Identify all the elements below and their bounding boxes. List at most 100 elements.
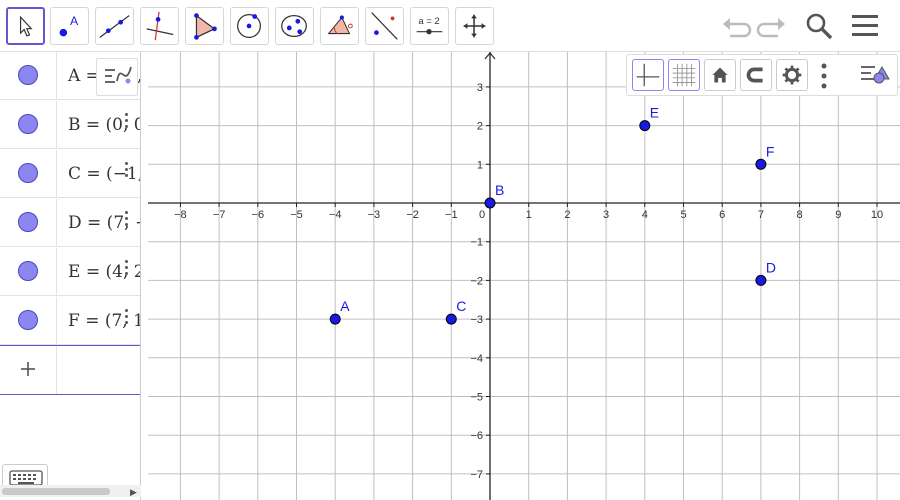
scrollbar-thumb[interactable] bbox=[2, 488, 110, 495]
y-tick-label: −5 bbox=[470, 392, 483, 404]
more-options-icon[interactable] bbox=[124, 113, 130, 133]
x-tick-label: −6 bbox=[252, 209, 265, 221]
graphics-style-bar bbox=[626, 54, 898, 96]
y-tick-label: 1 bbox=[477, 159, 483, 171]
slider-icon: a = 2 bbox=[416, 16, 443, 35]
perpendicular-tool-button[interactable] bbox=[140, 7, 179, 45]
algebra-item-text[interactable]: F = (7, 1) bbox=[68, 311, 140, 331]
axes-icon bbox=[636, 63, 660, 87]
point-capturing-button[interactable] bbox=[740, 59, 772, 91]
point-label-e: E bbox=[650, 105, 659, 121]
move-arrows-icon bbox=[463, 14, 486, 38]
algebra-item-b[interactable]: B = (0, 0) bbox=[0, 101, 140, 149]
toggle-grid-button[interactable] bbox=[668, 59, 700, 91]
gear-icon bbox=[782, 65, 802, 85]
x-tick-label: 2 bbox=[564, 209, 570, 221]
point-b[interactable] bbox=[484, 197, 496, 209]
x-tick-label: −7 bbox=[213, 209, 226, 221]
toolbar: A bbox=[0, 0, 900, 52]
undo-icon bbox=[723, 18, 752, 38]
point-f[interactable] bbox=[755, 158, 767, 170]
point-c[interactable] bbox=[445, 313, 457, 325]
more-options-icon[interactable] bbox=[124, 309, 130, 329]
algebra-item-text[interactable]: E = (4, 2) bbox=[68, 262, 140, 282]
more-options-icon[interactable] bbox=[124, 260, 130, 280]
point-a[interactable] bbox=[329, 313, 341, 325]
algebra-item-d[interactable]: D = (7, −2) bbox=[0, 199, 140, 247]
x-tick-label: −2 bbox=[406, 209, 419, 221]
angle-tool-button[interactable] bbox=[320, 7, 359, 45]
scroll-right-icon[interactable]: ▶ bbox=[130, 487, 137, 497]
plus-icon[interactable] bbox=[18, 359, 38, 379]
toggle-axes-button[interactable] bbox=[632, 59, 664, 91]
x-tick-label: −5 bbox=[290, 209, 303, 221]
x-tick-label: 4 bbox=[642, 209, 648, 221]
graphics-view[interactable]: −8 −7 −6 −5 −4 −3 −2 −1 0 1 2 3 4 5 6 7 8 9 10 1 2 3 −1 −2 −3 −4 −… bbox=[148, 52, 900, 500]
x-tick-label: 7 bbox=[758, 209, 764, 221]
y-tick-label: 2 bbox=[477, 121, 483, 133]
more-options-icon[interactable] bbox=[124, 211, 130, 231]
marble-cell bbox=[0, 297, 57, 345]
algebra-item-e[interactable]: E = (4, 2) bbox=[0, 248, 140, 296]
undo-button[interactable] bbox=[718, 10, 752, 42]
coordinate-plane[interactable]: −8 −7 −6 −5 −4 −3 −2 −1 0 1 2 3 4 5 6 7 8 9 10 1 2 3 −1 −2 −3 −4 −… bbox=[148, 52, 900, 500]
algebra-item-text[interactable]: D = (7, −2) bbox=[68, 213, 140, 233]
sort-description-icon bbox=[105, 66, 132, 84]
algebra-item-text[interactable]: B = (0, 0) bbox=[68, 115, 140, 135]
algebra-item-f[interactable]: F = (7, 1) bbox=[0, 297, 140, 345]
algebra-input-row[interactable] bbox=[0, 345, 140, 395]
graphics-settings-button[interactable] bbox=[776, 59, 808, 91]
algebra-item-text[interactable]: C = (−1, −3) bbox=[68, 164, 141, 184]
reflect-tool-button[interactable] bbox=[365, 7, 404, 45]
point-tool-button[interactable]: A bbox=[50, 7, 89, 45]
ellipse-tool-button[interactable] bbox=[275, 7, 314, 45]
x-tick-label: 6 bbox=[719, 209, 725, 221]
more-vertical-icon[interactable] bbox=[819, 61, 829, 91]
x-tick-label: 3 bbox=[603, 209, 609, 221]
algebra-item-c[interactable]: C = (−1, −3) bbox=[0, 150, 141, 198]
visibility-marble-icon[interactable] bbox=[18, 114, 38, 134]
marble-cell bbox=[0, 101, 57, 149]
visibility-marble-icon[interactable] bbox=[18, 212, 38, 232]
visibility-marble-icon[interactable] bbox=[18, 310, 38, 330]
algebra-style-button[interactable] bbox=[96, 58, 138, 96]
point-label-a: A bbox=[340, 298, 350, 314]
point-label-f: F bbox=[766, 143, 775, 159]
point-d[interactable] bbox=[755, 274, 767, 286]
y-tick-label: −7 bbox=[470, 469, 483, 481]
slider-tool-button[interactable]: a = 2 bbox=[410, 7, 449, 45]
x-tick-label: −3 bbox=[368, 209, 381, 221]
x-tick-label: 8 bbox=[797, 209, 803, 221]
style-bar-toggle-icon[interactable] bbox=[859, 61, 895, 91]
point-tool-label: A bbox=[70, 14, 79, 28]
perpendicular-icon bbox=[146, 11, 174, 41]
magnet-icon bbox=[746, 67, 763, 83]
search-button[interactable] bbox=[802, 10, 836, 42]
point-e[interactable] bbox=[639, 120, 651, 132]
y-tick-label: −6 bbox=[470, 430, 483, 442]
visibility-marble-icon[interactable] bbox=[18, 163, 38, 183]
more-options-icon[interactable] bbox=[124, 162, 130, 182]
move-view-tool-button[interactable] bbox=[455, 7, 494, 45]
circle-icon bbox=[237, 14, 262, 38]
x-tick-label: −4 bbox=[329, 209, 342, 221]
y-tick-label: −3 bbox=[470, 314, 483, 326]
main-menu-button[interactable] bbox=[848, 10, 882, 42]
x-tick-label: 0 bbox=[479, 209, 485, 221]
redo-icon bbox=[756, 18, 785, 38]
standard-view-button[interactable] bbox=[704, 59, 736, 91]
x-tick-label: 9 bbox=[835, 209, 841, 221]
point-label-b: B bbox=[495, 182, 504, 198]
polygon-tool-button[interactable] bbox=[185, 7, 224, 45]
y-tick-label: −1 bbox=[470, 237, 483, 249]
line-tool-button[interactable] bbox=[95, 7, 134, 45]
algebra-horizontal-scrollbar[interactable] bbox=[0, 485, 141, 497]
visibility-marble-icon[interactable] bbox=[18, 261, 38, 281]
marble-cell bbox=[0, 150, 57, 198]
circle-tool-button[interactable] bbox=[230, 7, 269, 45]
visibility-marble-icon[interactable] bbox=[18, 65, 38, 85]
search-icon bbox=[806, 13, 833, 40]
move-tool-button[interactable] bbox=[6, 7, 45, 45]
redo-button[interactable] bbox=[756, 10, 790, 42]
